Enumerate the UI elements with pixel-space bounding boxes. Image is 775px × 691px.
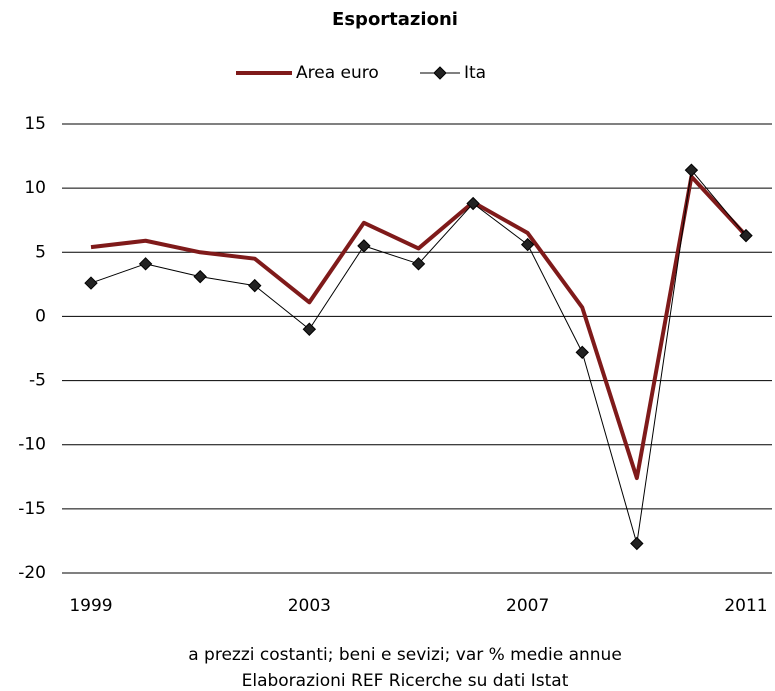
note: a prezzi costanti; beni e sevizi; var % … bbox=[188, 645, 622, 665]
x-tick-label: 2007 bbox=[506, 596, 549, 616]
marker bbox=[466, 196, 480, 211]
chart-title: Esportazioni bbox=[332, 9, 458, 30]
y-tick-label: 10 bbox=[24, 178, 46, 198]
marker bbox=[520, 237, 535, 252]
series-line bbox=[90, 174, 748, 481]
legend-label: Area euro bbox=[296, 63, 379, 83]
series-line bbox=[90, 169, 747, 544]
marker bbox=[302, 322, 317, 336]
y-tick-label: 15 bbox=[24, 114, 46, 134]
marker bbox=[248, 278, 262, 293]
y-tick-label: -15 bbox=[18, 499, 46, 519]
x-tick-label: 2011 bbox=[724, 596, 767, 616]
marker bbox=[193, 269, 207, 284]
marker bbox=[411, 257, 426, 271]
note: Elaborazioni REF Ricerche su dati Istat bbox=[242, 671, 569, 691]
legend-marker bbox=[433, 66, 447, 80]
x-tick-label: 1999 bbox=[69, 596, 112, 616]
marker bbox=[739, 228, 753, 243]
marker bbox=[575, 345, 589, 360]
marker bbox=[684, 163, 699, 177]
y-tick-label: -10 bbox=[18, 435, 46, 455]
x-tick-label: 2003 bbox=[288, 596, 331, 616]
marker bbox=[630, 536, 644, 551]
y-tick-label: 5 bbox=[35, 242, 46, 262]
y-tick-label: 0 bbox=[35, 306, 46, 326]
marker bbox=[138, 257, 153, 271]
y-tick-label: -5 bbox=[29, 371, 46, 391]
legend-label: Ita bbox=[464, 63, 486, 83]
marker bbox=[84, 276, 98, 290]
y-tick-label: -20 bbox=[18, 563, 46, 583]
marker bbox=[357, 239, 371, 253]
